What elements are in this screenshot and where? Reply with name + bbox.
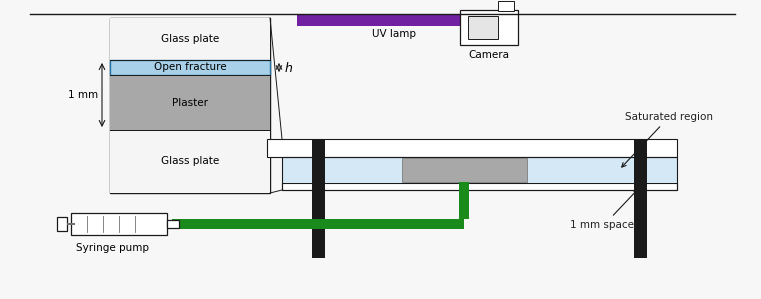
- Text: Plaster: Plaster: [172, 97, 208, 108]
- Bar: [634, 190, 647, 258]
- Text: 1 mm: 1 mm: [68, 90, 98, 100]
- Text: Open fracture: Open fracture: [154, 62, 226, 72]
- Bar: [71, 213, 167, 235]
- Text: 1 mm spacer: 1 mm spacer: [570, 190, 638, 230]
- Text: Glass plate: Glass plate: [161, 34, 219, 44]
- Bar: [110, 18, 270, 193]
- Bar: [459, 182, 469, 219]
- Bar: [313, 219, 464, 229]
- Text: UV lamp: UV lamp: [372, 29, 416, 39]
- Bar: [110, 130, 270, 193]
- Bar: [297, 14, 492, 26]
- Bar: [172, 219, 323, 229]
- Bar: [67, 223, 75, 225]
- Text: Saturated region: Saturated region: [622, 112, 713, 167]
- Bar: [282, 157, 677, 190]
- Bar: [267, 139, 677, 157]
- Bar: [460, 10, 518, 45]
- Bar: [167, 220, 179, 228]
- Bar: [282, 157, 677, 183]
- Text: Glass plate: Glass plate: [161, 156, 219, 167]
- Text: Syringe pump: Syringe pump: [75, 243, 148, 253]
- Bar: [402, 158, 527, 182]
- Bar: [110, 75, 270, 130]
- Bar: [498, 1, 514, 11]
- Bar: [468, 16, 498, 39]
- Text: Camera: Camera: [469, 50, 510, 60]
- Bar: [110, 60, 270, 75]
- Bar: [312, 139, 325, 190]
- Bar: [57, 217, 67, 231]
- Text: $h$: $h$: [284, 60, 293, 74]
- Bar: [312, 190, 325, 258]
- Bar: [282, 183, 677, 190]
- Bar: [110, 18, 270, 60]
- Bar: [634, 139, 647, 190]
